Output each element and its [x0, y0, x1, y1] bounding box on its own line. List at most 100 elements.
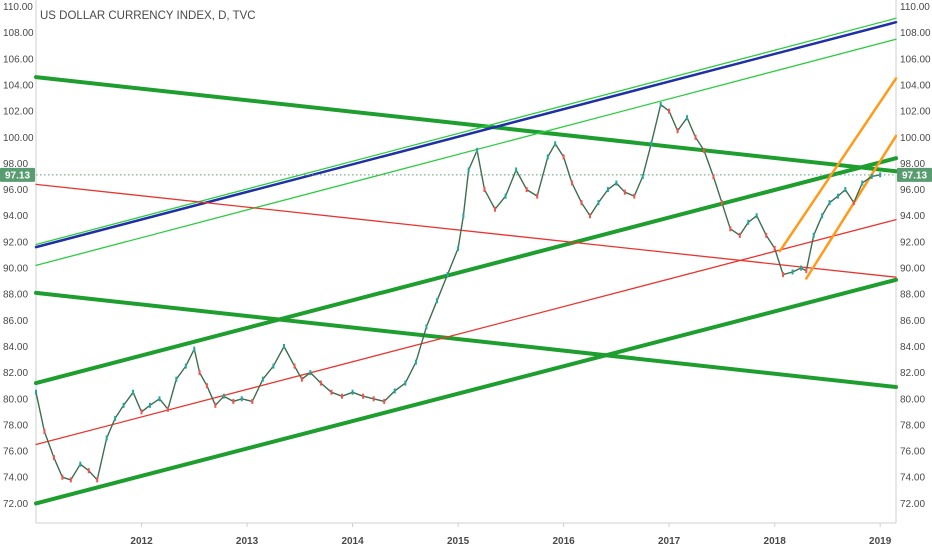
price-point [755, 213, 758, 219]
trendline-channel-green-4 [34, 290, 898, 390]
price-point [729, 226, 732, 232]
price-point [504, 193, 507, 199]
y-tick-label-left: 82.00 [3, 368, 28, 379]
price-point [720, 200, 723, 206]
price-point [836, 193, 839, 199]
price-point [525, 187, 528, 193]
trendline-channel-green-3 [34, 277, 898, 506]
trendline-channel-green-2 [34, 156, 898, 386]
trendline-channel-green-1 [34, 75, 898, 174]
x-tick-label: 2015 [447, 536, 470, 547]
y-tick-label-left: 76.00 [3, 447, 28, 458]
price-point [588, 213, 591, 219]
price-point [140, 409, 143, 415]
y-tick-label-left: 100.00 [3, 133, 34, 144]
price-point [383, 398, 386, 404]
price-point [319, 380, 322, 386]
y-tick-label-left: 72.00 [3, 499, 28, 510]
price-point [828, 200, 831, 206]
price-point [341, 393, 344, 399]
price-point [694, 134, 697, 140]
trendline-orange-line-10 [778, 77, 898, 253]
y-tick-label-left: 102.00 [3, 107, 34, 118]
price-point [362, 393, 365, 399]
y-tick-label-left: 94.00 [3, 211, 28, 222]
x-tick-label: 2019 [869, 536, 892, 547]
price-point [404, 380, 407, 386]
price-point [457, 245, 460, 251]
price-point [476, 147, 479, 153]
last-price-label-right: 97.13 [902, 171, 927, 182]
price-point [546, 154, 549, 160]
y-tick-label-right: 80.00 [900, 394, 925, 405]
y-tick-label-right: 104.00 [900, 80, 931, 91]
trendline-blue-line-7 [34, 20, 898, 249]
price-point [844, 187, 847, 193]
x-tick-label: 2016 [552, 536, 575, 547]
price-point [580, 200, 583, 206]
y-tick-label-right: 90.00 [900, 264, 925, 275]
y-tick-label-right: 82.00 [900, 368, 925, 379]
chart-title: US DOLLAR CURRENCY INDEX, D, TVC [40, 10, 256, 22]
price-point [300, 376, 303, 382]
price-point [668, 108, 671, 114]
price-point [114, 415, 117, 421]
trendline-red-line-9 [35, 219, 897, 446]
price-point [861, 180, 864, 186]
price-point [435, 298, 438, 304]
price-point [702, 147, 705, 153]
price-point [61, 474, 64, 480]
price-point [251, 398, 254, 404]
y-tick-label-right: 88.00 [900, 290, 925, 301]
y-tick-label-left: 80.00 [3, 394, 28, 405]
y-tick-label-left: 104.00 [3, 80, 34, 91]
y-tick-label-right: 84.00 [900, 342, 925, 353]
y-tick-label-right: 108.00 [900, 28, 931, 39]
y-tick-label-left: 96.00 [3, 185, 28, 196]
trendline-thin-green-6 [35, 38, 897, 267]
trendline-thin-green-5 [35, 17, 897, 246]
price-point [105, 435, 108, 441]
price-point [414, 359, 417, 365]
price-point [446, 272, 449, 278]
price-point [122, 402, 125, 408]
price-point [659, 102, 662, 108]
price-point [554, 141, 557, 147]
trendline-orange-line-11 [805, 134, 898, 280]
price-point [870, 174, 873, 180]
price-point [562, 154, 565, 160]
price-point [633, 193, 636, 199]
x-tick-label: 2018 [764, 536, 787, 547]
price-point [791, 269, 794, 275]
price-point [205, 383, 208, 389]
price-point [351, 389, 354, 395]
y-tick-label-right: 102.00 [900, 107, 931, 118]
price-point [805, 268, 808, 274]
price-point [852, 200, 855, 206]
y-tick-label-right: 92.00 [900, 237, 925, 248]
price-point [148, 402, 151, 408]
price-point [214, 402, 217, 408]
y-tick-label-left: 92.00 [3, 237, 28, 248]
price-point [747, 219, 750, 225]
x-tick-label: 2013 [236, 536, 259, 547]
price-point [615, 180, 618, 186]
price-point [571, 180, 574, 186]
price-point [773, 245, 776, 251]
price-point [175, 376, 178, 382]
price-point [79, 461, 82, 467]
y-tick-label-right: 78.00 [900, 420, 925, 431]
price-point [393, 388, 396, 394]
price-point [467, 167, 470, 173]
price-point [606, 187, 609, 193]
trendline-red-line-8 [35, 183, 897, 278]
last-price-badge-left [0, 167, 35, 182]
price-point [821, 213, 824, 219]
x-tick-label: 2012 [130, 536, 153, 547]
y-tick-label-left: 108.00 [3, 28, 34, 39]
price-point [800, 265, 803, 271]
price-point [623, 189, 626, 195]
y-tick-label-left: 106.00 [3, 54, 34, 65]
